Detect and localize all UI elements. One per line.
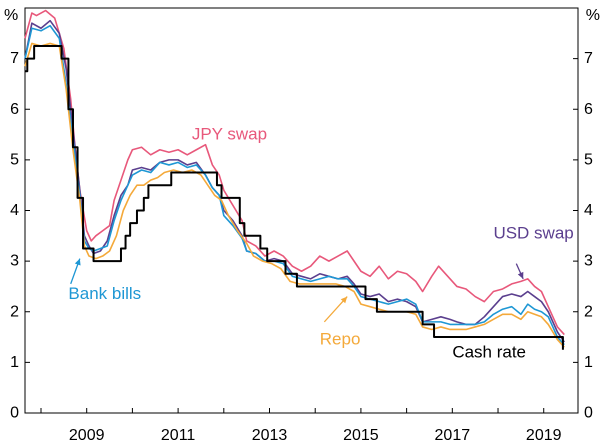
series-group [24,9,565,350]
y-tick-label-left: 1 [10,354,19,371]
y-tick-label-left: 0 [10,405,19,422]
y-tick-label-left: 2 [10,303,19,320]
annotation-label-repo: Repo [320,330,361,349]
y-tick-label-right: 4 [584,202,593,219]
y-tick-label-left: 6 [10,101,19,118]
series-line-cash-rate [25,44,564,350]
x-tick-label: 2013 [252,427,288,441]
x-tick-label: 2011 [161,427,196,441]
annotation-label-jpy-swap: JPY swap [192,125,267,144]
annotation-label-cash-rate: Cash rate [452,342,526,361]
y-tick-label-right: 0 [584,405,593,422]
series-line-repo [24,42,565,348]
y-tick-label-right: 5 [584,151,593,168]
y-tick-label-right: 1 [584,354,593,371]
x-tick-label: 2017 [435,427,471,441]
x-tick-label: 2009 [69,427,105,441]
annotation-arrowhead-bank-bills [74,258,81,266]
y-tick-label-right: 2 [584,303,593,320]
y-tick-label-right: 3 [584,253,593,270]
tick-group: 0 0 1 1 2 2 3 3 4 4 5 5 6 6 7 7% % 2009 2011 2013 2015 2017 20… [4,7,600,441]
y-unit-left: % [4,7,18,24]
y-tick-label-right: 7 [584,50,593,67]
x-tick-label: 2015 [343,427,379,441]
series-line-jpy-swap [24,9,565,336]
annotation-arrowhead-repo [340,296,348,304]
annotation-arrowhead-usd-swap [517,271,524,279]
y-tick-label-right: 6 [584,101,593,118]
series-line-bank-bills [24,24,565,346]
annotation-group: JPY swap USD swap Bank bills Repo Cash rate [68,125,573,362]
annotation-label-usd-swap: USD swap [493,223,573,242]
y-tick-label-left: 4 [10,202,19,219]
y-tick-label-left: 3 [10,253,19,270]
y-tick-label-left: 7 [10,50,19,67]
x-tick-label: 2019 [526,427,562,441]
y-tick-label-left: 5 [10,151,19,168]
y-unit-right: % [586,7,600,24]
annotation-label-bank-bills: Bank bills [68,284,141,303]
